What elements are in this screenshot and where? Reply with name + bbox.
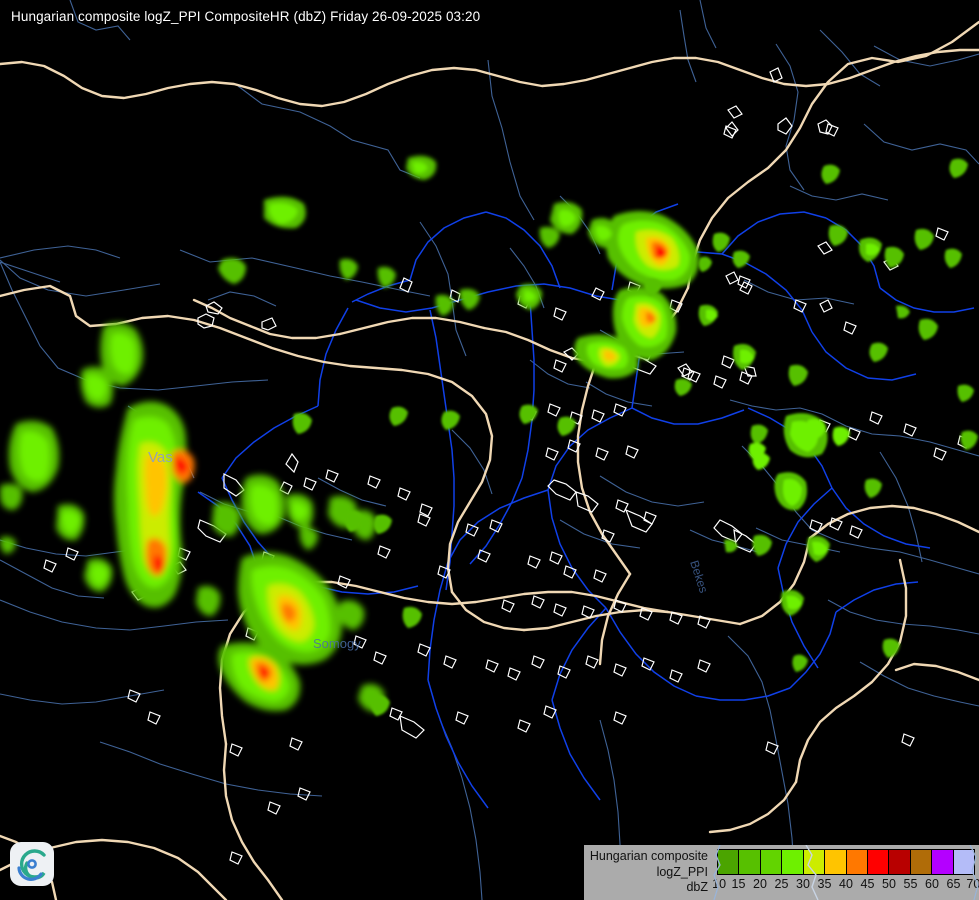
colorbar-scale: 10 15 20 25 30 35 40 45 50 55 60 65 70	[712, 845, 979, 900]
echo-cluster-southwest	[196, 474, 385, 712]
colorbar-tick-10: 10	[712, 877, 727, 891]
colorbar-swatch-55-60	[910, 850, 933, 874]
echo-cluster-west-vas	[0, 322, 195, 608]
colorbar-swatch-15-20	[739, 850, 761, 874]
colorbar-tick-60: 60	[925, 877, 939, 891]
colorbar-swatch-50-55	[889, 850, 911, 874]
legend-line-1: Hungarian composite	[589, 849, 708, 864]
colorbar-tick-20: 20	[753, 877, 767, 891]
colorbar-tick-25: 25	[774, 877, 789, 891]
colorbar-tick-65: 65	[946, 877, 961, 891]
colorbar-legend[interactable]: Hungarian composite logZ_PPI dbZ 10 15 20 2…	[584, 845, 979, 900]
spiral-logo[interactable]	[9, 841, 55, 887]
colorbar-swatch-60-65	[932, 850, 954, 874]
legend-line-2: logZ_PPI	[656, 864, 708, 879]
label-somogy: Somogy	[313, 636, 361, 651]
colorbar-tick-35: 35	[817, 877, 832, 891]
colorbar-tick-labels: 10 15 20 25 30 35 40 45 50 55 60 65 70	[712, 875, 979, 895]
colorbar-tick-50: 50	[882, 877, 896, 891]
colorbar-swatch-30-35	[803, 850, 826, 874]
colorbar-tick-55: 55	[903, 877, 918, 891]
echo-cluster-north	[218, 155, 699, 379]
colorbar-tick-40: 40	[839, 877, 853, 891]
colorbar-swatch-20-25	[760, 850, 783, 874]
colorbar-tick-70: 70	[966, 877, 979, 891]
colorbar-tick-30: 30	[796, 877, 810, 891]
legend-line-3: dbZ	[686, 880, 708, 895]
colorbar-tick-45: 45	[860, 877, 875, 891]
colorbar-swatch-40-45	[846, 850, 868, 874]
colorbar-swatch-65-70	[953, 850, 975, 874]
colorbar-swatches	[717, 849, 975, 875]
legend-caption: Hungarian composite logZ_PPI dbZ	[584, 845, 715, 900]
colorbar-swatch-25-30	[782, 850, 804, 874]
colorbar-tick-15: 15	[731, 877, 746, 891]
colorbar-swatch-35-40	[825, 850, 847, 874]
page-title: Hungarian composite logZ_PPI CompositeHR…	[11, 9, 481, 24]
echo-cluster-east	[292, 158, 978, 716]
colorbar-swatch-45-50	[867, 850, 890, 874]
label-vas: Vas	[148, 449, 173, 466]
colorbar-swatch-10-15	[718, 850, 740, 874]
